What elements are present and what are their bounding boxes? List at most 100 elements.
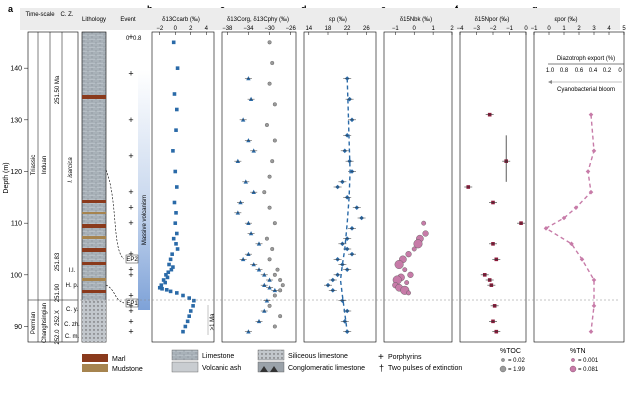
y-tick-label-120: 120 (10, 169, 22, 176)
panel-b-13ccarb-point-8 (172, 200, 177, 205)
panel-b-13ccarb-point-37 (185, 319, 190, 324)
panel-b-xtick-label-3: 4 (205, 26, 209, 32)
panel-b-13ccarb-point-31 (181, 293, 185, 298)
panel-e-frame (383, 31, 453, 343)
panel-b-13ccarb-point-24 (163, 280, 167, 285)
ep1-connector (105, 284, 125, 304)
panel-c-13cphy-point-8 (262, 190, 267, 195)
legend-porphyrin-marker: + (378, 352, 384, 363)
legend-volcanic: Volcanic ash (202, 365, 241, 372)
panel-b-13ccarb-point-38 (183, 324, 188, 329)
legend-toc-small-circle (501, 358, 505, 362)
panel-g: −1 0 1 2 3 4 5 (531, 26, 626, 343)
panel-d: 14 18 22 26 (303, 26, 377, 343)
y-axis-label: Depth (m) (3, 162, 10, 193)
panel-b-xtick-label-1: 0 (174, 26, 178, 32)
porphyrin-marker-5: + (128, 203, 133, 213)
inset-tick-0-4: 0.4 (589, 68, 598, 74)
porphyrin-marker-10: + (128, 291, 133, 301)
panel-b-13ccarb-point-1 (175, 66, 180, 70)
header-band (20, 8, 620, 30)
panel-c-13corg-point-18 (267, 277, 272, 282)
porphyrin-marker-2: + (128, 115, 133, 125)
panel-c-13cphy-point-16 (278, 278, 283, 283)
porphyrin-marker-8: + (128, 265, 133, 275)
header-d: εp (‰) (329, 17, 347, 23)
panel-g-xtick-label-6: 5 (622, 26, 626, 32)
inset-tick-0-2: 0.2 (603, 68, 612, 74)
marl-band-6 (82, 290, 106, 293)
panel-e-15nbk-point-0 (421, 220, 427, 226)
ep2-connector (105, 169, 125, 260)
panel-d-xtick-label-3: 26 (363, 26, 370, 32)
panel-g-por-point-10 (591, 303, 597, 309)
panel-c-13cphy-point-4 (264, 122, 269, 127)
legend-mudstone: Mudstone (112, 366, 143, 373)
legend-siliceous: Siliceous limestone (288, 353, 348, 360)
panel-g-por-point-0 (588, 112, 594, 117)
panel-c-13cphy-point-18 (278, 288, 283, 293)
panel-c-13cphy-point-14 (275, 267, 280, 272)
legend-tn-small-circle (571, 358, 575, 362)
legend-limestone: Limestone (202, 353, 234, 360)
legend-swatch-marl (82, 354, 108, 362)
panel-e-xtick-label-3: 2 (450, 26, 454, 32)
panel-c-13cphy-point-22 (272, 324, 277, 329)
panel-g-xtick-label-4: 3 (592, 26, 596, 32)
cyanobacterial-label: Cyanobacterial bloom (557, 87, 615, 93)
porphyrin-marker-7: + (128, 249, 133, 259)
panel-c-13cphy-point-20 (267, 303, 272, 308)
porphyrin-marker-3: + (128, 151, 133, 161)
panel-c-13corg-point-13 (246, 251, 251, 256)
legend-toc-small: = 0.02 (508, 358, 526, 364)
panel-b-13ccarb-point-25 (159, 283, 164, 287)
header-g: εpor (‰) (554, 17, 577, 23)
legend-tn-title: %TN (570, 348, 586, 355)
panel-e: −1 0 1 2 (383, 26, 454, 343)
legend-toc-large: = 1.99 (508, 367, 526, 373)
header-e: δ15Nbk (‰) (400, 17, 432, 23)
inset-title: Diazotroph export (%) (557, 56, 615, 62)
panel-b-13ccarb-point-3 (175, 107, 179, 112)
siliceous-limestone-unit (82, 300, 106, 342)
panel-b-13ccarb-point-5 (171, 149, 175, 153)
porphyrin-marker-4: + (128, 187, 133, 197)
porphyrin-markers: +++++++++++++++ (128, 32, 133, 336)
panel-b-13ccarb-point-0 (171, 40, 176, 45)
panel-d-xtick-label-1: 18 (325, 26, 332, 32)
panel-b-13ccarb-point-19 (169, 267, 174, 272)
legend-swatch-siliceous (257, 349, 285, 361)
panel-d-xtick-label-0: 14 (305, 26, 312, 32)
panel-e-15nbk-point-7 (394, 260, 404, 270)
panel-g-xtick-label-0: −1 (531, 26, 539, 32)
panel-c-13corg-point-22 (264, 298, 270, 303)
y-tick-label-130: 130 (10, 117, 22, 124)
panel-e-15nbk-point-1 (422, 230, 429, 237)
legend-tn-large: = 0.081 (578, 367, 599, 373)
label-age-251-50: 251.50 Ma (55, 75, 61, 104)
panel-b-13ccarb-point-9 (174, 211, 178, 215)
inset-tick-0-6: 0.6 (575, 68, 584, 74)
marl-band-3 (82, 224, 106, 228)
marl-band-1 (82, 95, 106, 99)
event-axis-tick-0-8: 0.8 (133, 36, 142, 42)
panel-c-13corg-point-17 (262, 272, 267, 277)
panel-b-13ccarb-point-30 (175, 291, 179, 295)
mudstone-band-2 (82, 236, 106, 239)
panel-e-15nbk-point-8 (402, 267, 408, 273)
panel-e-xtick-label-2: 1 (431, 26, 435, 32)
panel-c-13corg-point-2 (240, 117, 246, 122)
panel-c-13corg-point-4 (251, 148, 256, 153)
panel-b-13ccarb-point-17 (167, 262, 171, 267)
legend-tn-small: = 0.001 (578, 358, 599, 364)
panel-c-13corg-point-21 (272, 287, 278, 293)
panel-c-13corg-point-7 (251, 189, 256, 194)
panel-d-frame (303, 31, 377, 343)
panel-g-xtick-label-2: 1 (562, 26, 566, 32)
legend-conglomeratic: Conglomeratic limestone (288, 365, 365, 372)
header-cz: C. Z. (61, 12, 74, 18)
panel-f-xtick-label-0: −4 (457, 26, 465, 32)
panel-e-15nbk-point-3 (413, 239, 423, 249)
label-triassic: Triassic (31, 155, 37, 175)
